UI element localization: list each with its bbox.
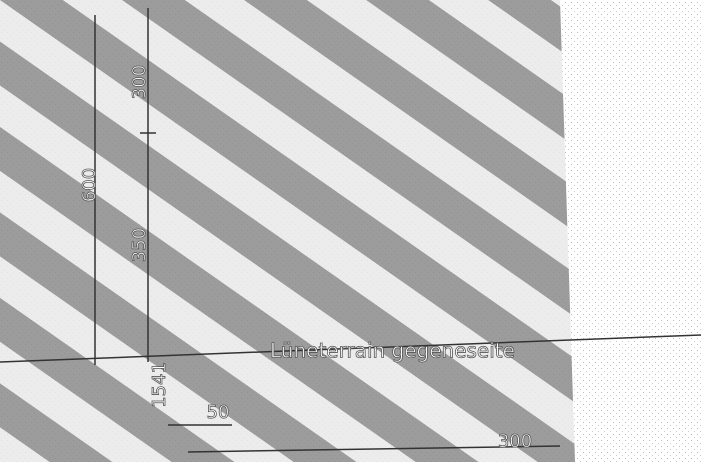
dimension-label: 1541 xyxy=(149,362,170,408)
dimension-label: 350 xyxy=(129,228,150,262)
base-line xyxy=(0,334,701,363)
dimension-label: 300 xyxy=(129,65,150,99)
dimension-label: 600 xyxy=(79,168,100,202)
dimension-line xyxy=(187,445,561,453)
hatched-area xyxy=(0,0,575,462)
annotation: Lüneterrain gegeneseite xyxy=(270,339,515,363)
dimension-label: 300 xyxy=(498,431,532,452)
dimension-label: 50 xyxy=(207,402,230,423)
